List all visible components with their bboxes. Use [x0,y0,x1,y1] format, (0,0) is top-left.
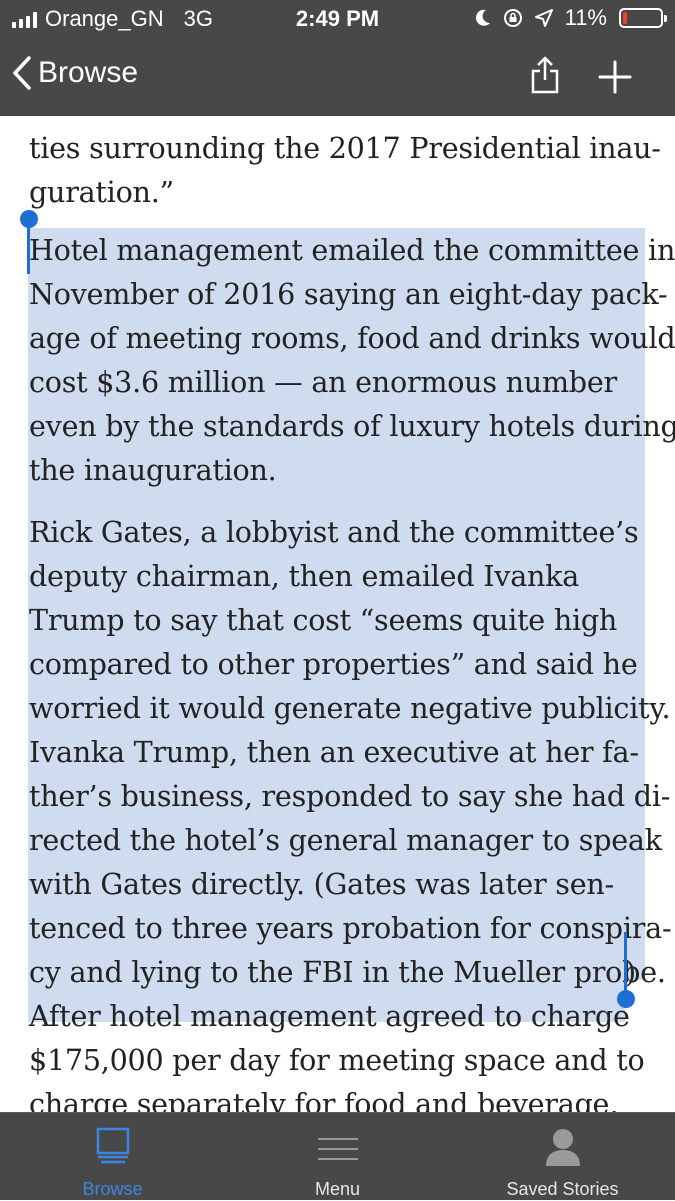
article-line-selected: ther’s business, responded to say she ha… [29,779,671,813]
article-line-selected: deputy chairman, then emailed Ivanka [29,559,580,593]
signal-icon [12,10,37,28]
selection-start-handle[interactable] [20,210,38,228]
carrier-name: Orange_GN [45,6,164,31]
location-arrow-icon [534,9,553,27]
nav-bar: Browse [0,38,675,116]
chevron-left-icon [13,56,31,90]
selection-end-caret [624,932,627,994]
article-line-selected: age of meeting rooms, food and drinks wo… [29,321,675,355]
menu-icon [317,1138,358,1160]
article-line: charge separately for food and beverage, [29,1087,619,1112]
share-icon[interactable] [530,56,560,94]
article-line-selected: the inauguration. [29,453,277,487]
article-line-selected: even by the standards of luxury hotels d… [29,409,675,443]
top-bar: Orange_GN 3G 2:49 PM 11% [0,0,675,116]
back-label: Browse [38,56,139,89]
article-line-selected: cy and lying to the FBI in the Mueller p… [29,955,666,989]
rotation-lock-icon [503,9,522,27]
tab-menu[interactable]: Menu [225,1113,450,1201]
article-line-selected: Ivanka Trump, then an executive at her f… [29,735,639,769]
tab-label: Browse [82,1179,143,1199]
article-line: $175,000 per day for meeting space and t… [29,1043,645,1077]
tab-label: Menu [314,1179,361,1199]
article-line: After hotel management agreed to charge [29,999,630,1033]
network-type: 3G [183,6,213,31]
status-right: 11% [475,5,667,31]
person-icon [545,1129,580,1166]
selection-start-caret [27,224,30,274]
battery-percent: 11% [564,5,607,30]
status-left: Orange_GN 3G [12,6,213,32]
tab-bar: Browse Menu Saved Stories [0,1112,675,1200]
tab-saved-stories[interactable]: Saved Stories [450,1113,675,1201]
article-line-selected: Rick Gates, a lobbyist and the committee… [29,515,639,549]
selection-highlight [28,228,645,980]
tab-label: Saved Stories [506,1179,619,1199]
article-body[interactable]: ties surrounding the 2017 Presidential i… [0,116,675,1112]
article-line: ties surrounding the 2017 Presidential i… [29,131,661,165]
article-line-selected: tenced to three years probation for cons… [29,911,672,945]
battery-icon [619,8,667,28]
article-line-selected: compared to other properties” and said h… [29,647,638,681]
article-line-selected: cost $3.6 million — an enormous number [29,365,617,399]
article-line-paren: ) [625,955,636,989]
article-line-selected: worried it would generate negative publi… [29,691,671,725]
tab-browse[interactable]: Browse [0,1113,225,1201]
battery-level [623,12,627,24]
selection-end-handle[interactable] [617,990,635,1008]
status-time: 2:49 PM [295,6,380,31]
article-line-selected: with Gates directly. (Gates was later se… [29,867,614,901]
article-line-selected: rected the hotel’s general manager to sp… [29,823,662,857]
plus-icon[interactable] [598,60,632,94]
moon-icon [475,9,490,26]
back-button[interactable]: Browse [12,56,138,90]
article-line-selected: November of 2016 saying an eight-day pac… [29,277,668,311]
browse-icon [96,1127,129,1164]
article-line-selected: Trump to say that cost “seems quite high [29,603,618,637]
selection-highlight-last [28,980,625,1022]
status-bar: Orange_GN 3G 2:49 PM 11% [0,0,675,38]
article-line: guration.” [29,175,174,209]
article-line-selected: Hotel management emailed the committee i… [29,233,675,267]
